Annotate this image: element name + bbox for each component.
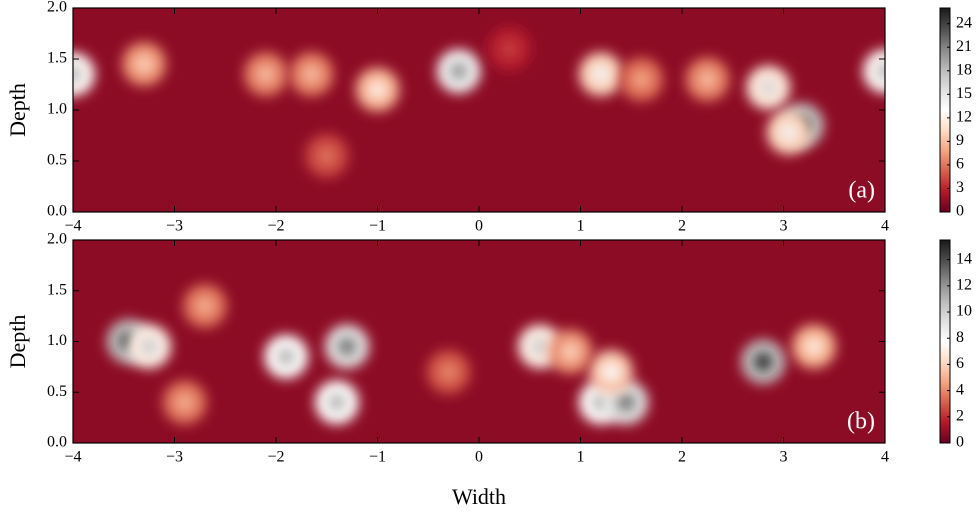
y-axis-label: Depth — [5, 83, 30, 137]
vortex-core — [804, 337, 823, 356]
vortex — [863, 49, 885, 94]
vortex-core — [327, 393, 346, 412]
colorbar-tick-label: 9 — [956, 132, 964, 149]
vortex-core — [135, 55, 154, 74]
colorbar-tick-label: 0 — [956, 203, 964, 220]
colorbar-tick-label: 2 — [956, 407, 964, 424]
vortex-core — [195, 296, 214, 315]
heatmap-background — [73, 8, 885, 212]
vortex-core — [449, 62, 468, 81]
vortex-core — [140, 337, 159, 356]
y-tick-label: 0.5 — [47, 152, 67, 169]
y-axis-label: Depth — [5, 315, 30, 369]
x-tick-label: −2 — [267, 218, 284, 235]
colorbar-tick-label: 0 — [956, 434, 964, 451]
vortex-core — [175, 393, 194, 412]
y-tick-label: 1.0 — [47, 332, 67, 349]
colorbar-tick-label: 6 — [956, 355, 964, 372]
colorbar-tick-label: 18 — [956, 61, 972, 78]
x-tick-label: 0 — [475, 449, 483, 466]
panel-label: (b) — [847, 409, 875, 435]
vortex-core — [302, 65, 321, 84]
x-tick-label: 2 — [678, 449, 686, 466]
y-tick-label: 1.5 — [47, 281, 67, 298]
x-tick-label: 0 — [475, 218, 483, 235]
y-tick-label: 2.0 — [47, 231, 67, 248]
vortex-core — [754, 352, 773, 371]
vortex-core — [617, 393, 636, 412]
colorbar-tick-label: 6 — [956, 156, 964, 173]
vortex — [73, 52, 95, 97]
vortex-core — [759, 78, 778, 97]
vortex-core — [439, 362, 458, 381]
colorbar-tick-label: 21 — [956, 38, 972, 55]
x-tick-label: 3 — [780, 449, 788, 466]
y-tick-label: 0.0 — [47, 434, 67, 451]
heatmap-background — [73, 240, 885, 443]
vortex-core — [500, 39, 519, 58]
vortex-core — [530, 337, 549, 356]
x-tick-label: −3 — [166, 449, 183, 466]
y-tick-label: 2.0 — [47, 0, 67, 16]
panel-label: (a) — [848, 178, 875, 204]
vortex-core — [698, 70, 717, 89]
y-tick-label: 1.5 — [47, 50, 67, 67]
x-tick-label: 4 — [881, 218, 889, 235]
x-tick-label: −4 — [64, 218, 81, 235]
x-tick-label: −2 — [267, 449, 284, 466]
colorbar-tick-label: 12 — [956, 109, 972, 126]
x-tick-label: 2 — [678, 218, 686, 235]
vortex-core — [277, 347, 296, 366]
colorbar-tick-label: 3 — [956, 179, 964, 196]
colorbar-tick-label: 8 — [956, 329, 964, 346]
x-tick-label: −3 — [166, 218, 183, 235]
vortex-core — [591, 65, 610, 84]
colorbar-tick-label: 15 — [956, 85, 972, 102]
colorbar-tick-label: 24 — [956, 14, 972, 31]
colorbar — [939, 239, 951, 444]
vortex-core — [632, 70, 651, 89]
vortex-core — [256, 65, 275, 84]
colorbar-tick-label: 4 — [956, 381, 964, 398]
vortex-core — [876, 62, 885, 81]
x-tick-label: −1 — [369, 218, 386, 235]
x-tick-label: 4 — [881, 449, 889, 466]
y-tick-label: 0.5 — [47, 383, 67, 400]
heatmap — [73, 240, 885, 443]
vortex-core — [368, 80, 387, 99]
vortex-core — [601, 362, 620, 381]
vortex-core — [338, 337, 357, 356]
vortex-core — [73, 65, 82, 84]
x-tick-label: −1 — [369, 449, 386, 466]
colorbar-tick-label: 14 — [956, 250, 972, 267]
x-tick-label: 3 — [780, 218, 788, 235]
x-tick-label: −4 — [64, 449, 81, 466]
vortex-core — [561, 342, 580, 361]
x-tick-label: 1 — [577, 218, 585, 235]
colorbar-tick-label: 10 — [956, 303, 972, 320]
y-tick-label: 1.0 — [47, 101, 67, 118]
heatmap — [73, 8, 885, 212]
x-axis-label: Width — [452, 484, 506, 509]
vortex-core — [317, 146, 336, 165]
colorbar — [939, 7, 951, 213]
colorbar-tick-label: 12 — [956, 277, 972, 294]
y-tick-label: 0.0 — [47, 203, 67, 220]
vortex-core — [779, 123, 798, 142]
x-tick-label: 1 — [577, 449, 585, 466]
